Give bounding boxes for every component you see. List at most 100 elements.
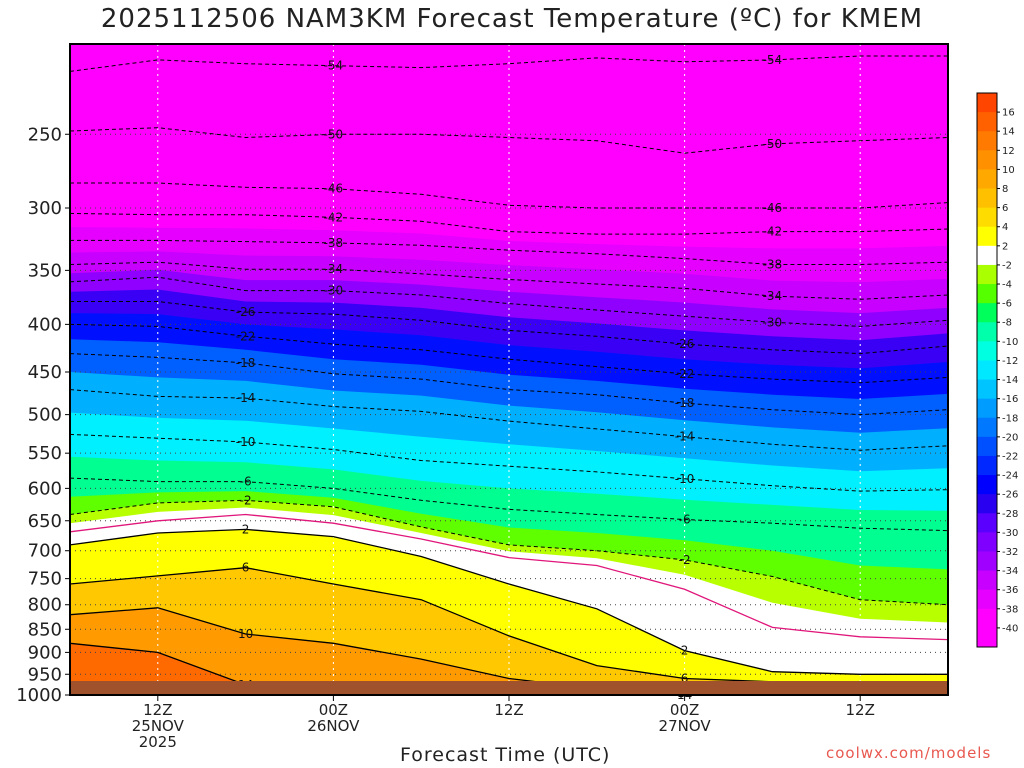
- colorbar-label: -26: [1002, 490, 1018, 501]
- contour-label--46: -46: [763, 201, 783, 215]
- colorbar-label: -24: [1002, 471, 1018, 482]
- contour-label--54: -54: [763, 53, 783, 67]
- colorbar-label: -34: [1002, 566, 1018, 577]
- ytick-label-250: 250: [28, 124, 62, 145]
- contour-label--26: -26: [236, 305, 256, 319]
- contour-label--6: -6: [240, 475, 252, 489]
- contour-label--2: -2: [240, 493, 252, 507]
- colorbar-swatch: [977, 131, 997, 151]
- colorbar-label: -2: [1002, 260, 1012, 271]
- colorbar-label: 10: [1002, 165, 1015, 176]
- isotherm--2: [69, 499, 949, 606]
- colorbar-swatch: [977, 379, 997, 400]
- gridlines: [70, 44, 948, 696]
- colorbar: 16 14 12 10 8 6 4 2 -2 -4 -6 -8 -10 -12 -14 -16 -18 -20 -2…: [976, 92, 1018, 648]
- contour-label--6: -6: [679, 513, 691, 527]
- ytick-label-400: 400: [28, 314, 62, 335]
- colorbar-swatch: [977, 264, 997, 285]
- xtick-label: 27NOV: [659, 717, 712, 735]
- colorbar-label: 8: [1002, 184, 1008, 195]
- colorbar-swatch: [977, 188, 997, 209]
- colorbar-swatch: [977, 360, 997, 381]
- ytick-label-700: 700: [28, 541, 62, 562]
- contour-label--50: -50: [324, 127, 344, 141]
- colorbar-label: -12: [1002, 356, 1018, 367]
- contour-label--50: -50: [763, 137, 783, 151]
- ytick-label-350: 350: [28, 260, 62, 281]
- xtick-label: 00Z: [670, 701, 699, 719]
- chart-title: 2025112506 NAM3KM Forecast Temperature (…: [100, 4, 924, 34]
- colorbar-label: -30: [1002, 528, 1018, 539]
- ytick-label-500: 500: [28, 405, 62, 426]
- xtick-label: 12Z: [494, 701, 523, 719]
- colorbar-swatch: [977, 417, 997, 438]
- colorbar-swatch: [977, 322, 997, 342]
- ytick-label-600: 600: [28, 478, 62, 499]
- colorbar-label: -38: [1002, 604, 1018, 615]
- colorbar-label: -36: [1002, 585, 1018, 596]
- ytick-label-800: 800: [28, 595, 62, 616]
- ytick-label-950: 950: [28, 664, 62, 685]
- xtick-label: 25NOV: [132, 717, 185, 735]
- colorbar-label: -4: [1002, 280, 1012, 291]
- colorbar-label: -22: [1002, 451, 1018, 462]
- colorbar-label: -18: [1002, 413, 1018, 424]
- ytick-label-450: 450: [28, 362, 62, 383]
- colorbar-border: [976, 92, 998, 648]
- colorbar-label: -20: [1002, 432, 1018, 443]
- isotherm-0: [69, 513, 949, 641]
- colorbar-swatch: [977, 303, 997, 323]
- contour-label--46: -46: [324, 182, 344, 196]
- isotherm--54: [69, 55, 948, 72]
- colorbar-label: -16: [1002, 394, 1018, 405]
- colorbar-label: -8: [1002, 318, 1012, 329]
- contour-label--14: -14: [675, 430, 695, 444]
- x-axis-label: Forecast Time (UTC): [400, 744, 611, 766]
- contour-label--42: -42: [324, 210, 344, 224]
- colorbar-swatch: [977, 551, 997, 572]
- ytick-label-1000: 1000: [16, 685, 62, 706]
- xtick-label: 2025: [139, 733, 177, 751]
- ytick-label-550: 550: [28, 443, 62, 464]
- source-credit: coolwx.com/models: [826, 744, 992, 762]
- colorbar-swatch: [977, 341, 997, 361]
- contour-label--26: -26: [675, 337, 695, 351]
- contour-label--10: -10: [236, 435, 256, 449]
- colorbar-label: 6: [1002, 203, 1008, 214]
- contour-label-2: 2: [681, 644, 689, 658]
- contour-label-6: 6: [681, 671, 689, 685]
- colorbar-swatch: [977, 475, 997, 495]
- colorbar-label: 16: [1002, 108, 1015, 119]
- band-mid-10: [70, 629, 948, 695]
- contour-label-2: 2: [242, 522, 250, 536]
- colorbar-label: 2: [1002, 241, 1008, 252]
- contour-label--30: -30: [324, 284, 344, 298]
- colorbar-label: 12: [1002, 146, 1015, 157]
- contour-label--54: -54: [324, 59, 344, 73]
- colorbar-swatch: [977, 608, 997, 629]
- contour-label--10: -10: [675, 472, 695, 486]
- colorbar-swatch: [977, 226, 997, 247]
- colorbar-swatch: [977, 398, 997, 419]
- isotherm-2: [69, 528, 948, 675]
- contour-label--14: -14: [236, 391, 256, 405]
- xtick-label: 12Z: [143, 701, 172, 719]
- contour-label-10: 10: [238, 627, 253, 641]
- colorbar-swatch: [977, 627, 997, 648]
- contour-labels: -54 -54 -50 -50 -46 -46 -42 -42 -38 -38 -34 -34 -30 -…: [236, 53, 783, 702]
- xtick-label: 00Z: [319, 701, 348, 719]
- colorbar-label: -10: [1002, 337, 1018, 348]
- colorbar-label: -32: [1002, 547, 1018, 558]
- contour-label--38: -38: [763, 258, 783, 272]
- colorbar-swatch: [977, 589, 997, 610]
- colorbar-label: -28: [1002, 509, 1018, 520]
- colorbar-label: -40: [1002, 623, 1018, 634]
- colorbar-label: 4: [1002, 222, 1008, 233]
- ytick-label-900: 900: [28, 642, 62, 663]
- contour-label--34: -34: [324, 262, 344, 276]
- y-axis-ticks: 2503003504004505005506006507007508008509…: [16, 124, 70, 706]
- ground-strip: [70, 681, 948, 695]
- contour-label--30: -30: [763, 315, 783, 329]
